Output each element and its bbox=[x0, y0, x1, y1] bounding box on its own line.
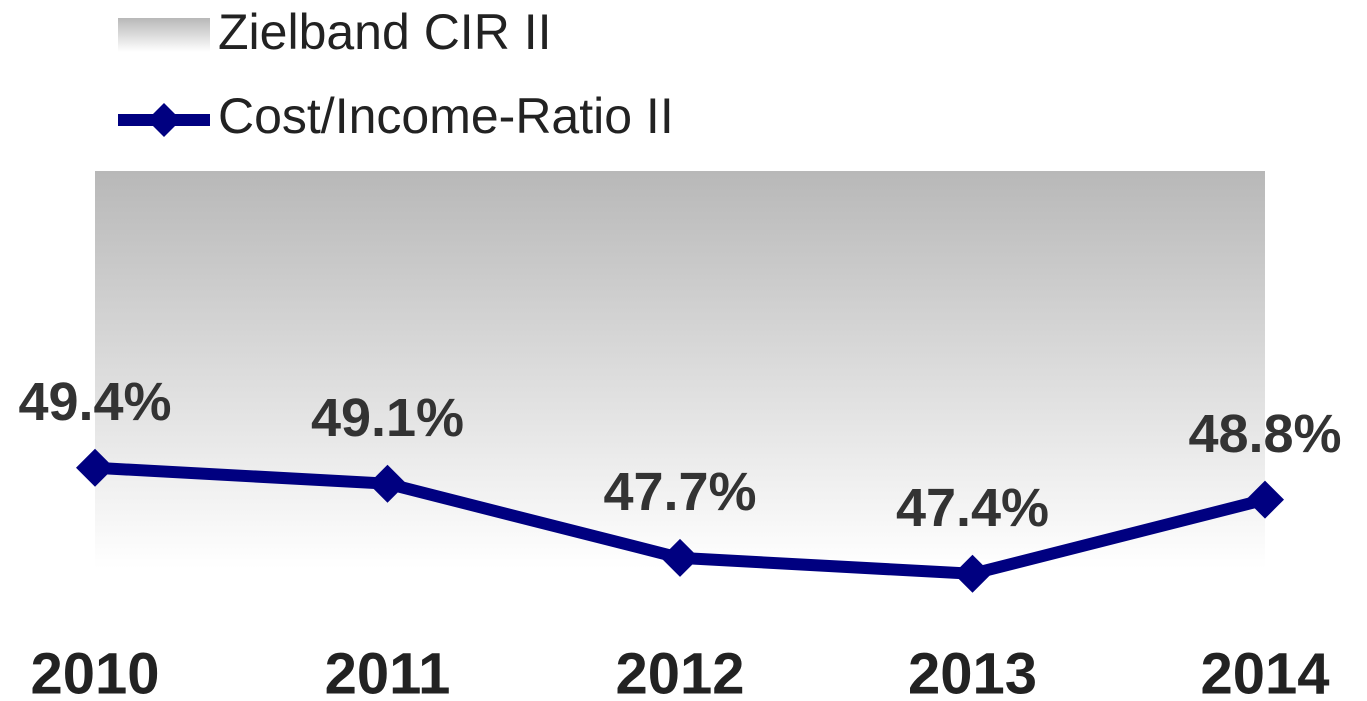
legend-label: Cost/Income-Ratio II bbox=[218, 88, 674, 144]
marker bbox=[1246, 480, 1284, 519]
x-tick-label: 2011 bbox=[325, 641, 451, 701]
legend-marker bbox=[147, 103, 181, 137]
data-label: 47.4% bbox=[896, 478, 1049, 538]
data-label: 49.4% bbox=[18, 372, 171, 432]
data-label: 48.8% bbox=[1188, 404, 1341, 464]
data-label: 47.7% bbox=[603, 462, 756, 522]
x-tick-label: 2012 bbox=[615, 641, 744, 701]
x-tick-label: 2013 bbox=[908, 641, 1037, 701]
legend-label: Zielband CIR II bbox=[218, 4, 551, 60]
marker bbox=[76, 448, 114, 487]
marker bbox=[953, 554, 992, 593]
legend-band-swatch bbox=[118, 18, 210, 52]
x-tick-label: 2014 bbox=[1200, 641, 1329, 701]
x-tick-label: 2010 bbox=[30, 641, 159, 701]
data-label: 49.1% bbox=[311, 388, 464, 448]
target-band bbox=[95, 171, 1265, 569]
marker bbox=[661, 538, 699, 577]
marker bbox=[368, 464, 407, 503]
